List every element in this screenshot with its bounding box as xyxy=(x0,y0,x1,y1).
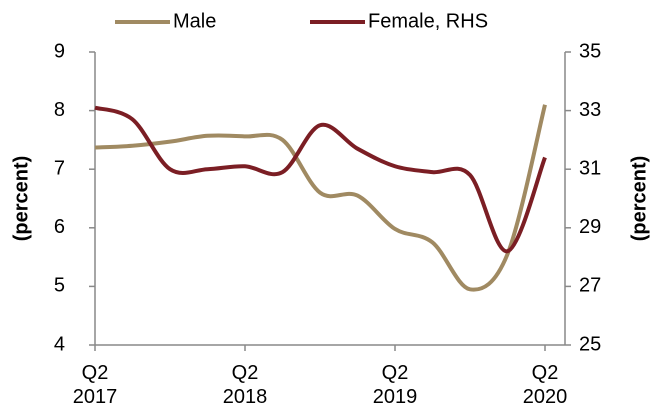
legend-label: Female, RHS xyxy=(368,10,488,32)
y-tick-label: 6 xyxy=(54,216,65,238)
y-tick-label: 5 xyxy=(54,275,65,297)
y-tick-label: 4 xyxy=(54,333,65,355)
y2-tick-label: 35 xyxy=(579,40,601,62)
y-axis-title: (percent) xyxy=(10,156,32,242)
y2-tick-label: 29 xyxy=(579,216,601,238)
x-tick-label: Q2 2018 xyxy=(222,362,268,408)
y2-tick-label: 27 xyxy=(579,275,601,297)
y-tick-label: 9 xyxy=(54,40,65,62)
x-tick-label: Q2 2019 xyxy=(372,362,418,408)
y2-tick-label: 25 xyxy=(579,333,601,355)
y-tick-label: 7 xyxy=(54,157,65,179)
y2-tick-label: 31 xyxy=(579,157,601,179)
x-tick-label: Q2 2020 xyxy=(522,362,568,408)
y2-tick-label: 33 xyxy=(579,99,601,121)
line-series xyxy=(94,105,547,254)
x-tick-label: Q2 2017 xyxy=(72,362,118,408)
line-series xyxy=(94,104,547,292)
legend-label: Male xyxy=(173,10,216,32)
y-tick-label: 8 xyxy=(54,99,65,121)
y2-axis-title: (percent) xyxy=(628,156,650,242)
